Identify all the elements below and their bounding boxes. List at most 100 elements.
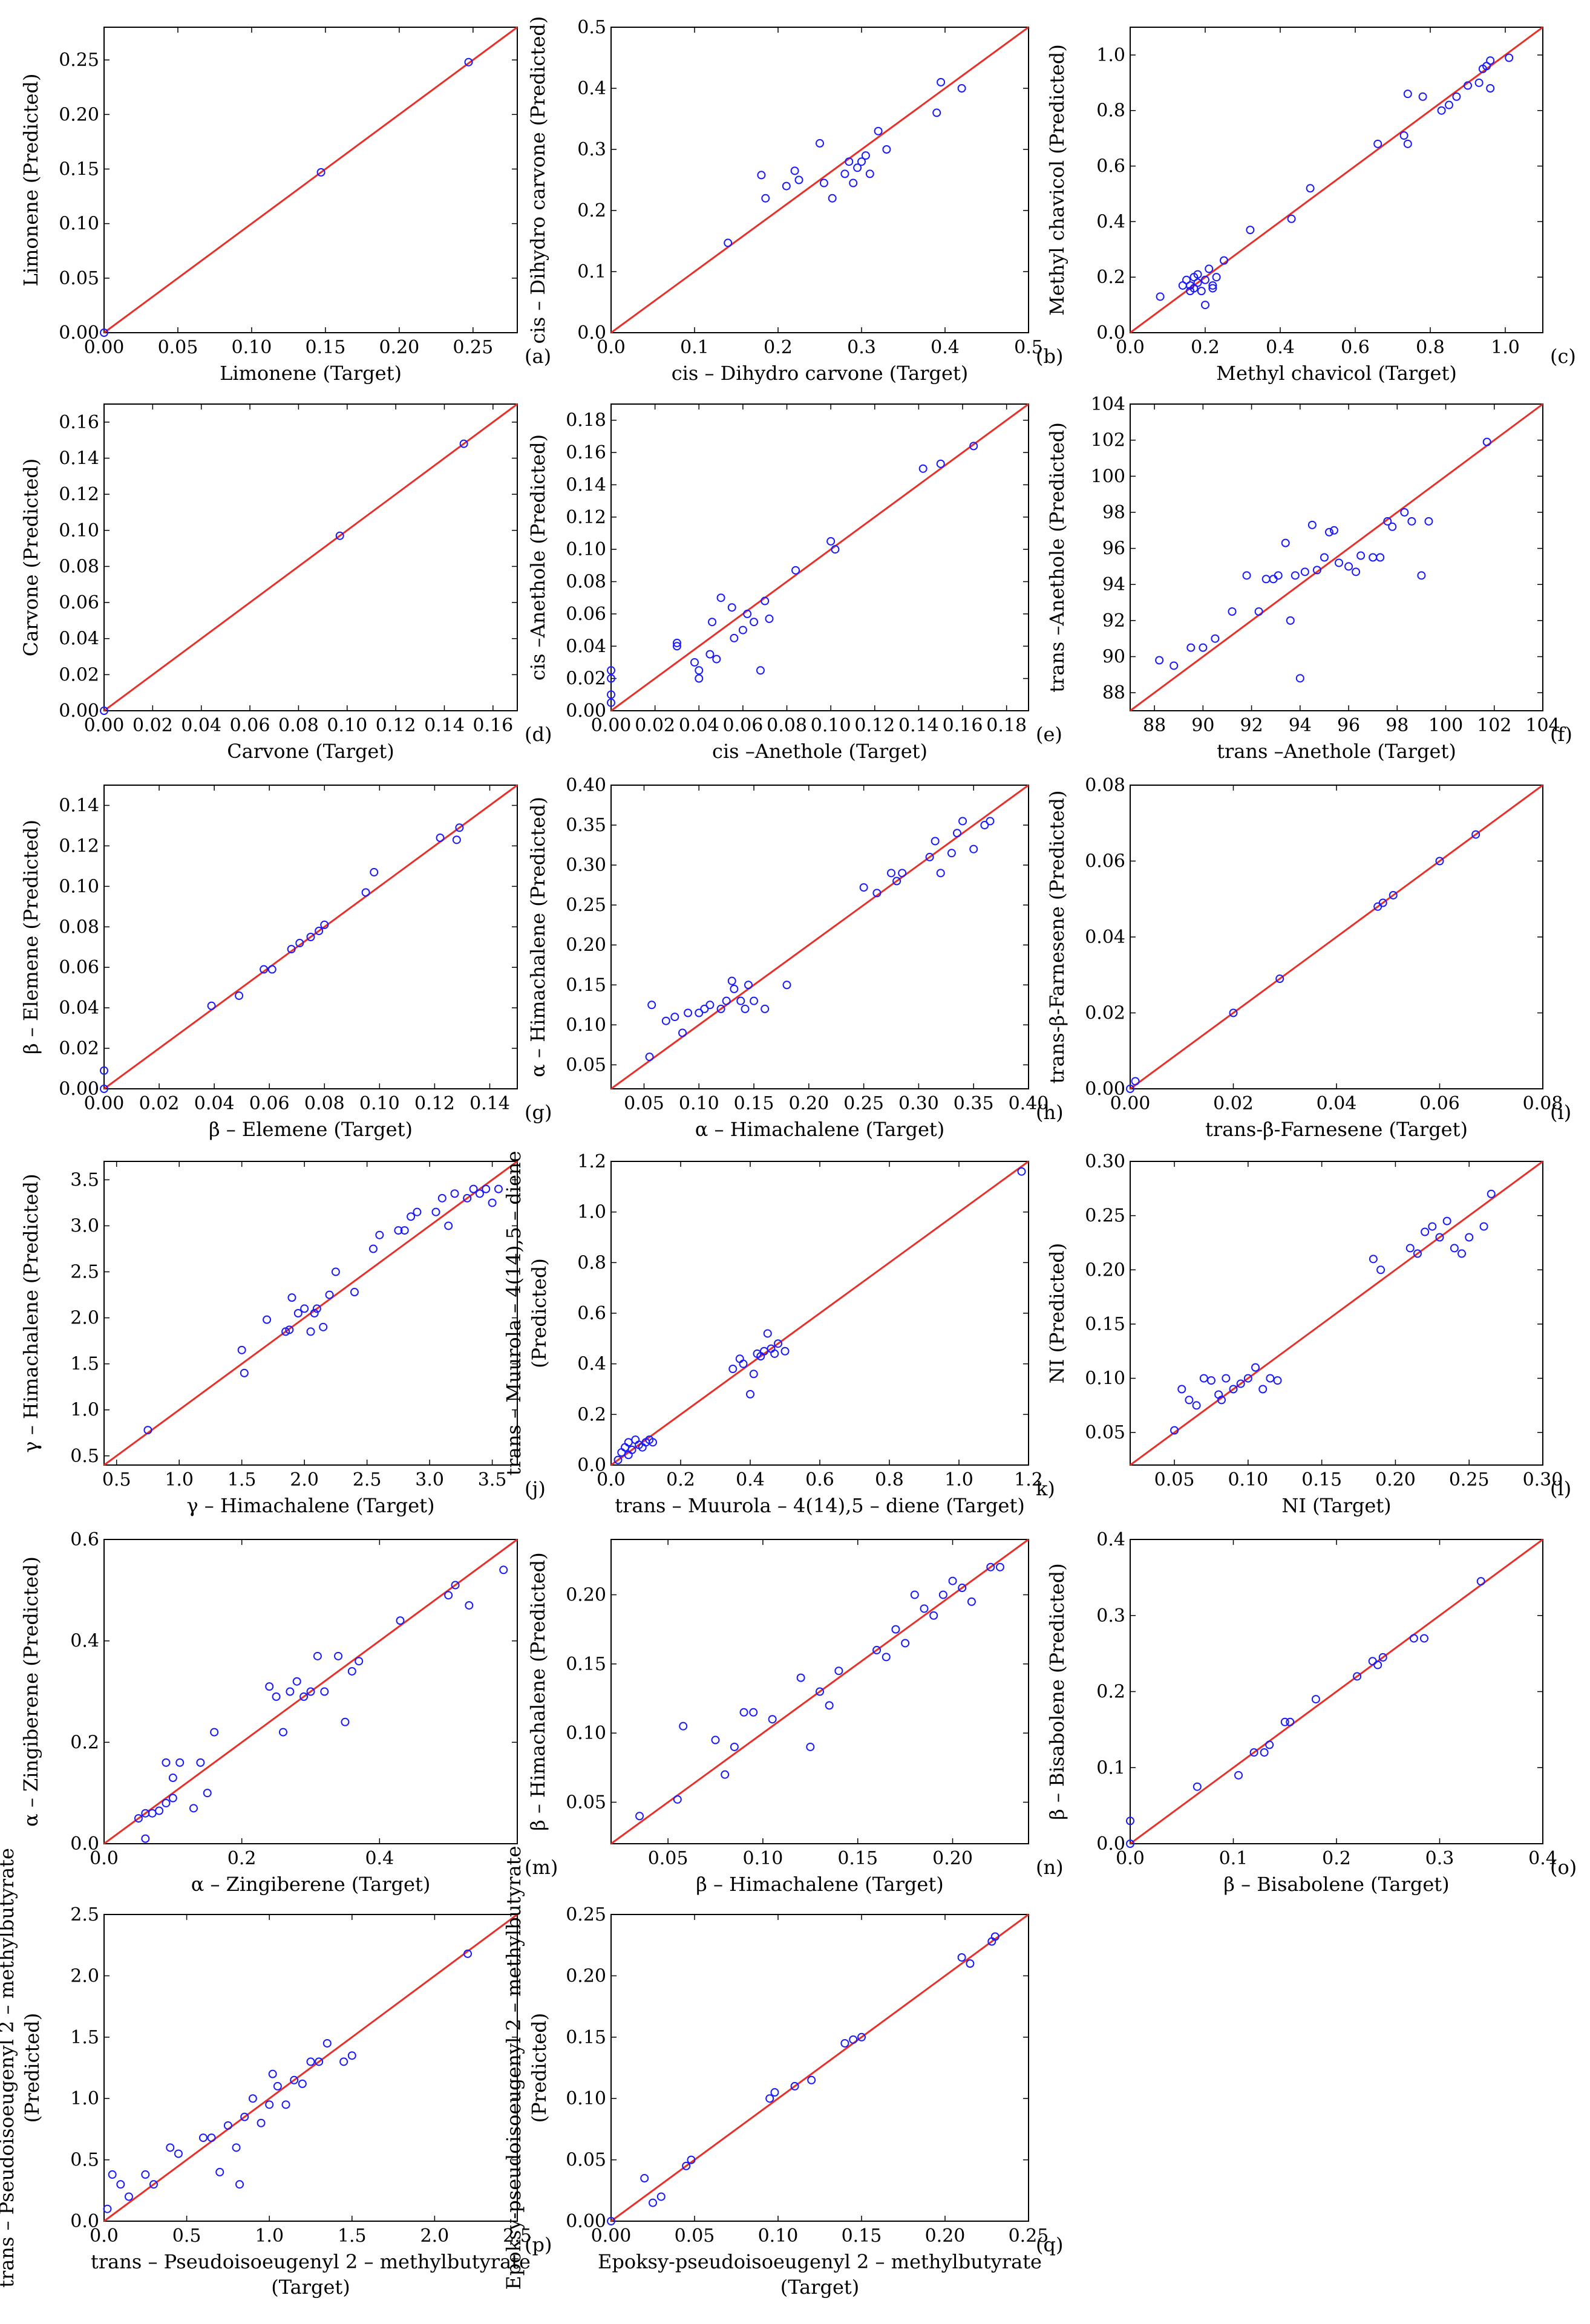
y-tick-label: 0.10: [566, 1723, 606, 1744]
panel-label: (l): [1550, 1477, 1571, 1500]
data-point: [661, 1016, 670, 1025]
y-tick-label: 0.30: [1085, 1151, 1125, 1172]
data-point: [728, 1365, 738, 1374]
y-tick-label: 0.05: [566, 2150, 606, 2171]
x-tick-label: 0.00: [591, 2225, 632, 2247]
data-point: [319, 1322, 328, 1331]
scatter-panel-k: 0.0 0.2 0.4 0.6 0.8 1.0 1.2 0.0 0.2 0.4 0.6 0.8 1.0 1…: [502, 1151, 1055, 1517]
identity-line: [1130, 784, 1543, 1090]
data-point: [396, 1616, 405, 1625]
data-point: [1437, 106, 1446, 115]
x-tick-label: 0.0: [90, 1848, 119, 1869]
y-tick-label: 0.25: [59, 50, 99, 71]
data-point: [298, 2079, 307, 2088]
y-tick-label: 0.6: [70, 1529, 99, 1550]
panel-label: (g): [525, 1101, 552, 1124]
data-point: [1185, 1395, 1194, 1405]
data-point: [1273, 1376, 1282, 1385]
data-point: [306, 933, 315, 941]
x-tick-label: 0.8: [1416, 337, 1445, 358]
x-tick-label: 0.05: [675, 2225, 715, 2247]
x-tick-label: 0.2: [666, 1469, 695, 1490]
x-tick-label: 0.15: [734, 1093, 774, 1114]
y-tick-label: 0.06: [1085, 851, 1125, 872]
data-point: [1208, 284, 1217, 293]
data-point: [285, 1325, 294, 1334]
data-point: [958, 817, 967, 826]
y-axis-label: trans – Pseudoisoeugenyl 2 – methylbutyr…: [0, 1848, 44, 2288]
x-tick-label: 0.15: [842, 2225, 882, 2247]
data-point: [763, 1329, 772, 1338]
data-point: [215, 2167, 224, 2176]
data-point: [315, 2057, 324, 2066]
data-point: [1192, 1782, 1202, 1791]
data-point: [1482, 437, 1491, 446]
data-point: [607, 698, 615, 707]
x-tick-label: 0.12: [854, 715, 895, 736]
data-point: [736, 996, 745, 1005]
y-tick-label: 0.20: [566, 1965, 606, 1986]
x-tick-label: 0.10: [743, 1848, 784, 1869]
data-point: [407, 1212, 416, 1221]
y-tick-label: 0.0: [70, 1833, 99, 1855]
data-point: [1505, 53, 1514, 62]
data-point: [1260, 1748, 1269, 1757]
x-axis-label: cis – Dihydro carvone (Target): [672, 362, 969, 385]
data-point: [730, 633, 739, 642]
data-point: [1376, 1265, 1386, 1275]
data-point: [1388, 522, 1397, 531]
x-tick-label: 0.04: [181, 715, 221, 736]
data-point: [1435, 1233, 1444, 1242]
data-point: [750, 618, 759, 627]
data-point: [727, 976, 736, 985]
data-point: [166, 2143, 175, 2152]
data-point: [929, 1611, 938, 1620]
x-axis-label: cis –Anethole (Target): [712, 740, 928, 763]
data-point: [872, 889, 882, 898]
data-point: [463, 1949, 473, 1958]
data-point: [1155, 656, 1164, 665]
y-tick-label: 0.05: [1085, 1422, 1125, 1443]
data-point: [141, 1834, 150, 1843]
data-point: [768, 1715, 777, 1724]
identity-line: [1130, 1538, 1543, 1845]
data-point: [1311, 1695, 1320, 1704]
x-tick-label: 0.4: [1266, 337, 1295, 358]
scatter-panel-q: 0.00 0.05 0.10 0.15 0.20 0.25 0.00 0.05 0.10 0.15…: [502, 1846, 1063, 2299]
x-tick-label: 0.30: [898, 1093, 939, 1114]
x-tick-label: 0.00: [84, 715, 125, 736]
data-point: [268, 2069, 277, 2078]
y-tick-label: 0.06: [59, 957, 99, 978]
data-point: [673, 1795, 682, 1804]
panel-label: (e): [1036, 723, 1062, 746]
data-point: [819, 178, 828, 188]
x-tick-label: 0.14: [424, 715, 465, 736]
data-point: [782, 981, 791, 990]
data-point: [738, 625, 747, 635]
x-tick-label: 0.14: [898, 715, 939, 736]
data-point: [162, 1798, 171, 1807]
data-point: [857, 157, 866, 166]
data-point: [335, 531, 344, 540]
data-point: [116, 2180, 125, 2189]
data-point: [315, 926, 324, 935]
data-point: [756, 666, 765, 675]
data-point: [341, 1717, 350, 1726]
data-point: [750, 996, 759, 1005]
data-point: [780, 1346, 790, 1356]
x-tick-label: 0.0: [90, 2225, 119, 2247]
data-point: [957, 84, 966, 93]
data-point: [995, 1562, 1004, 1572]
y-tick-label: 0.00: [1085, 1079, 1125, 1100]
y-tick-label: 0.18: [566, 410, 606, 431]
data-point: [684, 1008, 693, 1017]
panel-label: (q): [1036, 2233, 1063, 2256]
y-tick-label: 0.02: [59, 664, 99, 685]
x-tick-label: 0.20: [379, 337, 419, 358]
y-tick-label: 98: [1102, 502, 1125, 523]
scatter-panel-d: 0.00 0.02 0.04 0.06 0.08 0.10 0.12 0.14 0.16 0.00…: [19, 403, 552, 763]
data-point: [175, 1758, 185, 1767]
x-axis-label: Carvone (Target): [227, 740, 394, 763]
data-point: [1479, 1222, 1488, 1231]
y-axis-label: Methyl chavicol (Predicted): [1045, 44, 1068, 316]
